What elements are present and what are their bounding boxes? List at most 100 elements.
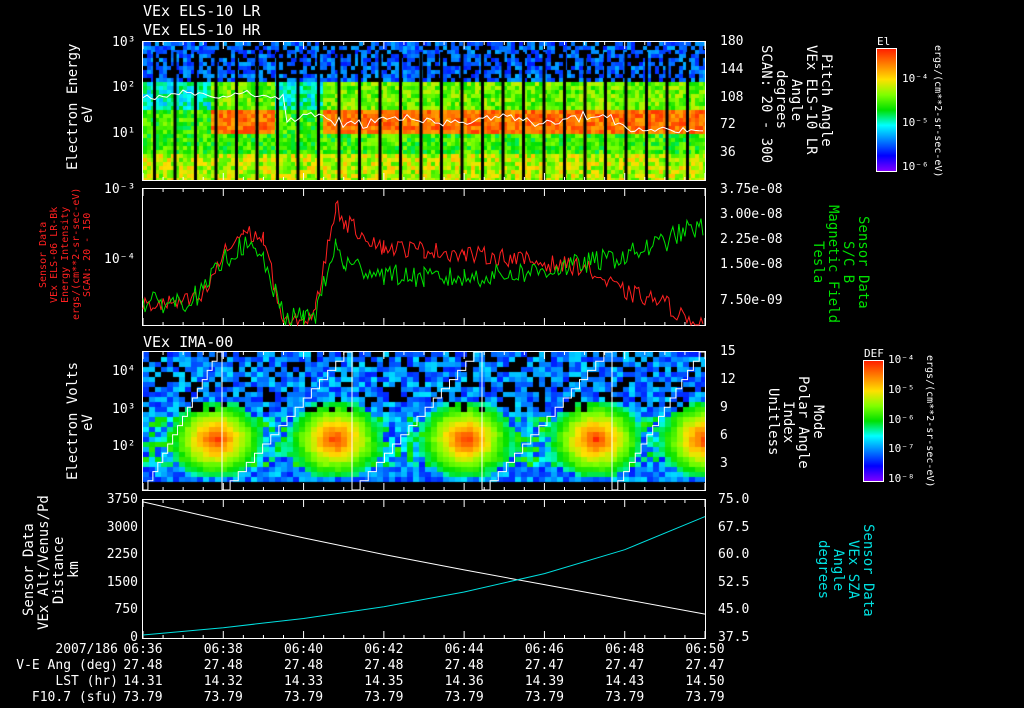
ytick: 2250 bbox=[106, 547, 138, 563]
colorbar-tick: 10⁻⁷ bbox=[888, 442, 915, 455]
rtick: 3.75e-08 bbox=[720, 182, 783, 197]
ytick: 750 bbox=[114, 602, 138, 618]
footer-row-label: 2007/186 bbox=[55, 642, 118, 657]
rtick: 2.25e-08 bbox=[720, 232, 783, 247]
footer-value: 73.79 bbox=[203, 690, 243, 705]
rtick: 67.5 bbox=[718, 519, 750, 535]
footer-value: 14.43 bbox=[605, 674, 645, 689]
rlabel-line: Polar Angle bbox=[795, 375, 811, 469]
rtick: 45.0 bbox=[718, 602, 750, 618]
footer-value: 14.36 bbox=[444, 674, 484, 689]
colorbar2-units: ergs/(cm**2-sr-sec-eV) bbox=[924, 355, 935, 488]
footer-value: 06:50 bbox=[685, 642, 725, 657]
ytick: 3750 bbox=[106, 492, 138, 507]
footer-value: 73.79 bbox=[605, 690, 645, 705]
rtick: 12 bbox=[720, 372, 736, 387]
panel1-title-hr: VEx ELS-10 HR bbox=[143, 21, 261, 39]
ytick: 10² bbox=[112, 80, 136, 95]
rlabel-line: degrees bbox=[773, 70, 789, 130]
rtick: 7.50e-09 bbox=[720, 293, 783, 308]
footer-value: 73.79 bbox=[685, 690, 725, 705]
footer-value: 14.35 bbox=[364, 674, 404, 689]
rlabel-line: Pitch Angle bbox=[818, 53, 834, 147]
footer-row-label: LST (hr) bbox=[55, 674, 118, 689]
ytick: 10³ bbox=[112, 35, 136, 50]
rlabel-line: Mode bbox=[810, 405, 826, 439]
rlabel-line: SCAN: 20 - 300 bbox=[758, 45, 774, 164]
colorbar2-title: DEF bbox=[864, 347, 884, 360]
rtick: 6 bbox=[720, 428, 728, 443]
rlabel-line: Angle bbox=[830, 548, 846, 592]
panel4-rlabel: Sensor Data VEx SZA Angle degrees bbox=[815, 515, 876, 625]
ytick: 10³ bbox=[112, 402, 136, 417]
polar-angle-index-line bbox=[612, 351, 705, 491]
rtick: 3.00e-08 bbox=[720, 207, 783, 222]
polar-angle-index-line bbox=[482, 351, 612, 491]
els-spectrogram bbox=[143, 42, 705, 180]
footer-value: 06:42 bbox=[364, 642, 404, 657]
footer-value: 27.47 bbox=[524, 658, 564, 673]
rtick: 9 bbox=[720, 400, 728, 415]
footer-value: 14.50 bbox=[685, 674, 725, 689]
polar-angle-index-line bbox=[143, 351, 222, 491]
footer-value: 73.79 bbox=[444, 690, 484, 705]
ytick: 3000 bbox=[106, 519, 138, 535]
ytick: 10⁻³ bbox=[104, 182, 136, 197]
ytick: 10² bbox=[112, 439, 136, 454]
rtick: 1.50e-08 bbox=[720, 257, 783, 272]
footer-value: 06:38 bbox=[203, 642, 243, 657]
panel3-title: VEx IMA-00 bbox=[143, 333, 234, 351]
colorbar1 bbox=[876, 48, 897, 172]
footer-value: 14.31 bbox=[123, 674, 163, 689]
rtick: 52.5 bbox=[718, 574, 750, 590]
footer-value: 27.48 bbox=[444, 658, 484, 673]
rtick: 72 bbox=[720, 117, 736, 132]
footer-value: 27.48 bbox=[283, 658, 324, 673]
colorbar1-title: El bbox=[877, 35, 891, 48]
panel2-rlabel: Sensor Data S/C B Magnetic Field Tesla bbox=[810, 205, 871, 324]
ytick: 10¹ bbox=[112, 126, 136, 141]
colorbar-tick: 10⁻⁵ bbox=[888, 383, 915, 396]
rlabel-line: Sensor Data bbox=[855, 216, 871, 309]
rlabel-line: Sensor Data bbox=[860, 523, 876, 617]
energy-intensity-line bbox=[142, 199, 704, 327]
footer-value: 06:46 bbox=[524, 642, 564, 657]
ima-spectrogram bbox=[143, 352, 705, 490]
footer-value: 06:40 bbox=[283, 642, 324, 657]
rlabel-line: Index bbox=[780, 400, 796, 444]
colorbar-tick: 10⁻⁶ bbox=[902, 160, 929, 173]
footer-value: 14.32 bbox=[203, 674, 243, 689]
colorbar-tick: 10⁻⁶ bbox=[888, 413, 915, 426]
footer-value: 27.48 bbox=[123, 658, 163, 673]
footer-value: 73.79 bbox=[123, 690, 163, 705]
colorbar2 bbox=[863, 360, 884, 482]
colorbar-tick: 10⁻⁴ bbox=[888, 353, 915, 366]
ytick: 10⁴ bbox=[112, 364, 136, 379]
footer-value: 73.79 bbox=[283, 690, 324, 705]
polar-angle-index-line bbox=[352, 351, 482, 491]
rtick: 75.0 bbox=[718, 492, 750, 507]
rlabel-line: Magnetic Field bbox=[825, 205, 841, 324]
rlabel-line: Unitless bbox=[765, 388, 781, 456]
rtick: 3 bbox=[720, 456, 728, 471]
distance-line bbox=[142, 501, 706, 615]
ytick: 0 bbox=[130, 630, 138, 645]
rlabel-line: S/C B bbox=[840, 241, 856, 284]
rtick: 60.0 bbox=[718, 547, 750, 563]
footer-value: 73.79 bbox=[524, 690, 564, 705]
footer-value: 14.33 bbox=[283, 674, 324, 689]
colorbar1-units: ergs/(cm**2-sr-sec-eV) bbox=[932, 45, 943, 178]
footer-value: 06:48 bbox=[605, 642, 645, 657]
rlabel-line: degrees bbox=[815, 540, 831, 600]
colorbar-tick: 10⁻⁵ bbox=[902, 116, 929, 129]
footer-value: 06:36 bbox=[123, 642, 163, 657]
ytick: 10⁻⁴ bbox=[104, 252, 136, 267]
panel1-title-lr: VEx ELS-10 LR bbox=[143, 2, 261, 20]
rtick: 36 bbox=[720, 145, 736, 160]
footer-value: 27.48 bbox=[364, 658, 404, 673]
footer-row-label: F10.7 (sfu) bbox=[31, 690, 118, 705]
footer-value: 06:44 bbox=[444, 642, 484, 657]
footer-value: 27.47 bbox=[605, 658, 645, 673]
pitch-angle-line bbox=[142, 89, 704, 134]
footer-value: 27.48 bbox=[203, 658, 243, 673]
